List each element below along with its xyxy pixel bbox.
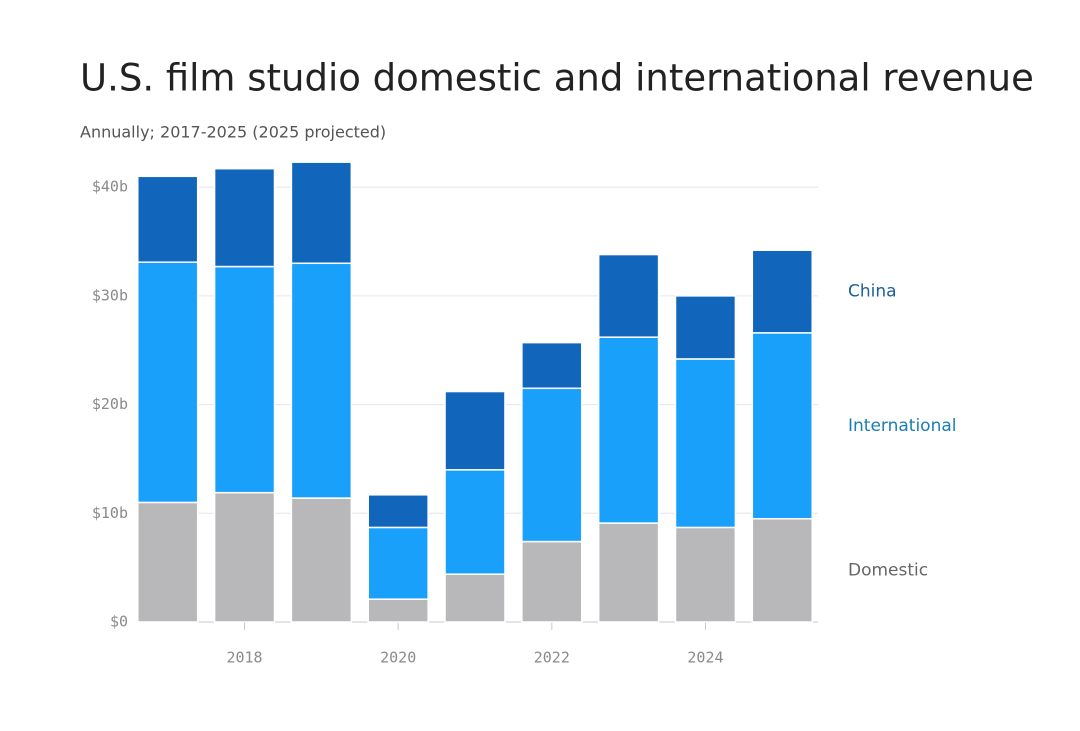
y-tick-label: $40b xyxy=(92,178,128,196)
y-tick-label: $30b xyxy=(92,286,128,304)
bar-segment xyxy=(367,494,429,529)
bar-segment xyxy=(137,501,199,623)
bar-segment xyxy=(367,598,429,623)
bar-segment xyxy=(674,358,737,529)
bar-segment xyxy=(213,491,276,623)
bar-segment xyxy=(521,540,583,623)
bar-segment xyxy=(521,387,583,543)
bar-segment xyxy=(290,262,353,499)
chart-title: U.S. film studio domestic and internatio… xyxy=(80,57,1034,100)
bar-segment xyxy=(137,261,199,504)
chart-subtitle: Annually; 2017-2025 (2025 projected) xyxy=(80,123,386,142)
bar-segment xyxy=(290,161,353,265)
x-tick-label: 2020 xyxy=(380,649,416,667)
bar-segment xyxy=(137,175,199,263)
bar-segment xyxy=(213,265,276,494)
bar-segment xyxy=(751,249,813,334)
bar-segment xyxy=(367,526,429,600)
bar-segment xyxy=(597,336,660,524)
bar-segment xyxy=(444,573,506,623)
x-tick-label: 2018 xyxy=(226,649,262,667)
legend-label: China xyxy=(848,282,897,302)
bar-segment xyxy=(751,517,813,623)
bar-segment xyxy=(751,332,813,520)
bar-segment xyxy=(674,295,737,360)
bar-segment xyxy=(444,469,506,575)
bar-segment xyxy=(597,522,660,623)
y-tick-label: $0 xyxy=(110,613,128,631)
bar-segment xyxy=(521,341,583,390)
legend-label: Domestic xyxy=(848,560,928,580)
legend-label: International xyxy=(848,416,957,436)
bar-segment xyxy=(290,497,353,623)
x-tick-label: 2024 xyxy=(687,649,723,667)
y-tick-label: $10b xyxy=(92,504,128,522)
bar-segment xyxy=(213,167,276,268)
y-tick-label: $20b xyxy=(92,395,128,413)
bar-segment xyxy=(674,526,737,623)
bar-segment xyxy=(597,253,660,338)
x-tick-label: 2022 xyxy=(534,649,570,667)
bar-segment xyxy=(444,390,506,471)
